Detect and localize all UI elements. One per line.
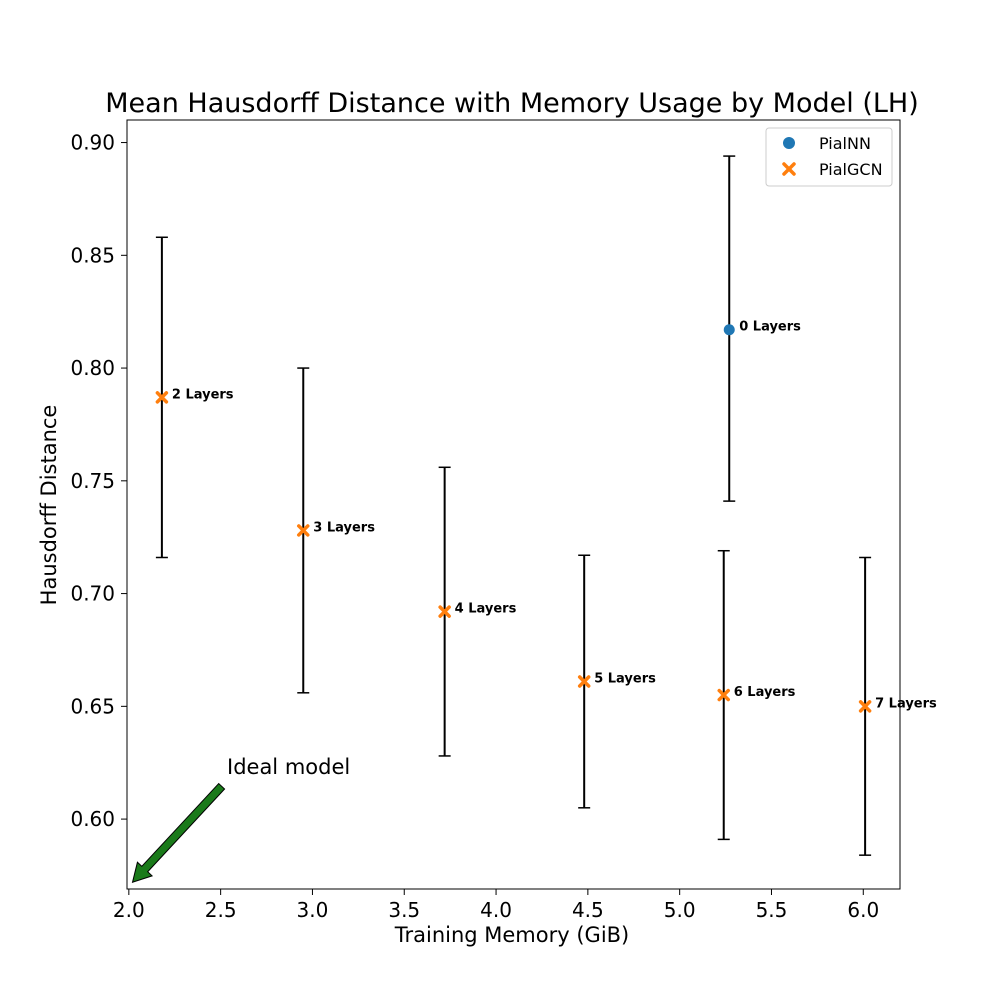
- legend-pialgcn-label: PialGCN: [819, 160, 883, 179]
- x-tick-label: 2.0: [113, 898, 145, 922]
- y-tick-label: 0.65: [70, 694, 115, 718]
- legend-pialgcn-marker: [782, 162, 796, 176]
- y-tick-label: 0.90: [70, 131, 115, 155]
- data-label: 3 Layers: [313, 520, 375, 535]
- x-tick-label: 2.5: [205, 898, 237, 922]
- x-tick-label: 3.5: [388, 898, 420, 922]
- x-tick-label: 6.0: [847, 898, 879, 922]
- data-label: 4 Layers: [455, 602, 517, 617]
- annotation-arrow: [131, 782, 226, 883]
- y-tick-label: 0.75: [70, 469, 115, 493]
- data-point-pialgcn: [297, 524, 310, 537]
- data-point-pialgcn: [438, 605, 451, 618]
- data-point-pialgcn: [858, 700, 872, 713]
- data-point-pialgcn: [717, 688, 730, 702]
- y-tick-label: 0.80: [70, 356, 115, 380]
- x-axis-label: Training Memory (GiB): [394, 923, 630, 947]
- legend-box: [765, 127, 893, 187]
- data-label: 2 Layers: [172, 387, 234, 402]
- axes-frame: [126, 119, 901, 890]
- legend-pialnn-label: PialNN: [819, 134, 871, 153]
- data-point-pialgcn: [577, 675, 591, 688]
- y-tick-label: 0.85: [70, 243, 115, 267]
- y-axis-label: Hausdorff Distance: [37, 405, 61, 606]
- x-tick-label: 4.5: [572, 898, 604, 922]
- data-label: 6 Layers: [734, 685, 796, 700]
- data-label: 0 Layers: [739, 320, 801, 335]
- legend-pialnn-marker: [783, 137, 795, 149]
- plot-area: 2.0 2.5 3.0 3.5 4.0 4.5 5.0 5.5 6.0 0.60 0.65 0.70 0…: [70, 119, 937, 922]
- x-tick-label: 5.5: [756, 898, 788, 922]
- chart-title: Mean Hausdorff Distance with Memory Usag…: [105, 88, 918, 119]
- x-tick-label: 3.0: [297, 898, 329, 922]
- data-label: 7 Layers: [875, 696, 937, 711]
- legend: PialNN PialGCN: [765, 127, 893, 187]
- x-tick-label: 5.0: [664, 898, 696, 922]
- y-tick-label: 0.60: [70, 807, 115, 831]
- x-tick-label: 4.0: [480, 898, 512, 922]
- data-label: 5 Layers: [594, 672, 656, 687]
- annotation-text: Ideal model: [227, 755, 350, 779]
- data-point-pialgcn: [155, 391, 169, 404]
- data-point-pialnn: [723, 324, 735, 336]
- y-tick-label: 0.70: [70, 582, 115, 606]
